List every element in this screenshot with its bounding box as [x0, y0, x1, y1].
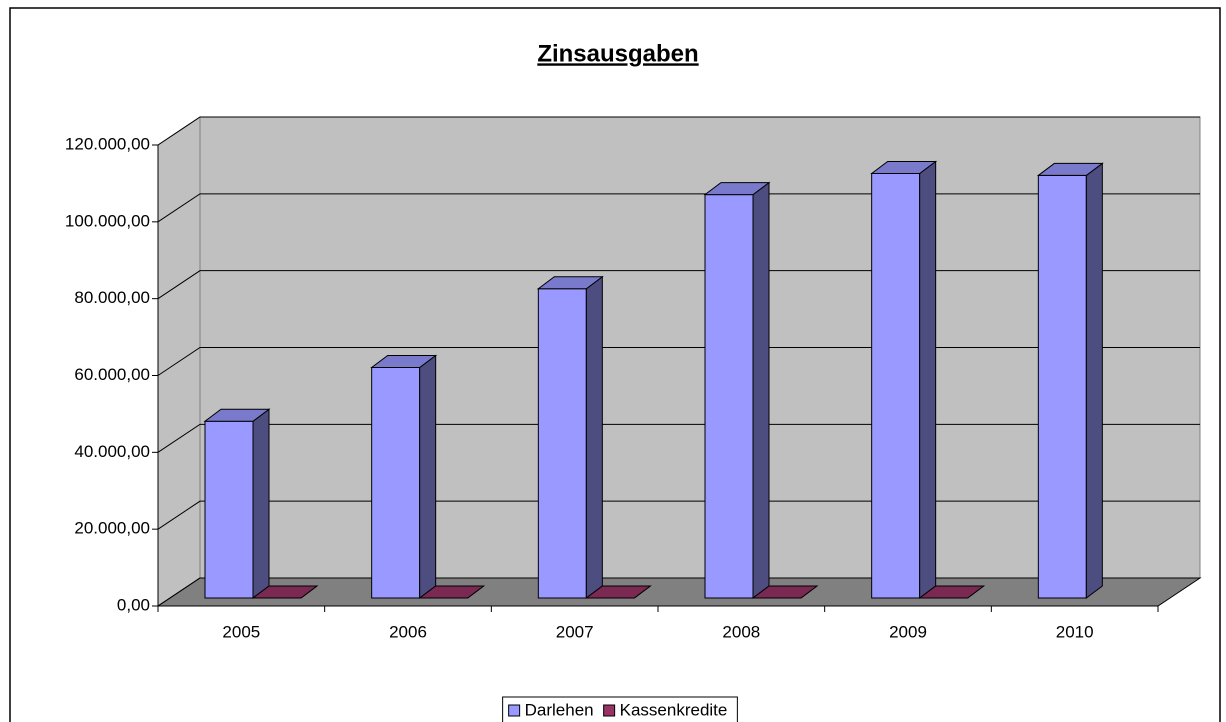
bar-front — [704, 194, 754, 599]
y-tick-label: 20.000,00 — [74, 519, 150, 538]
x-tick-label: 2005 — [222, 622, 260, 641]
bar — [1036, 162, 1104, 599]
bar-top — [536, 276, 604, 290]
chart-title: Zinsausgaben — [537, 40, 698, 67]
x-tick-label: 2007 — [556, 622, 594, 641]
bar — [251, 585, 319, 599]
bar-front — [371, 367, 421, 599]
grid-line — [157, 270, 1200, 300]
bar-side — [919, 160, 937, 599]
x-tick-label: 2008 — [722, 622, 760, 641]
bar-top — [251, 585, 319, 599]
grid-line — [157, 193, 1200, 223]
y-tick-label: 0,00 — [117, 595, 150, 614]
bar-top — [703, 182, 771, 196]
bar-top — [584, 585, 652, 599]
legend-swatch — [603, 704, 616, 717]
bar-front — [871, 172, 921, 599]
bar-top — [203, 408, 271, 422]
grid-line — [157, 500, 1200, 530]
bar — [203, 408, 271, 599]
bar-front — [537, 288, 587, 599]
legend-box — [502, 696, 738, 722]
x-tick-label: 2010 — [1056, 622, 1094, 641]
grid-line — [157, 423, 1200, 453]
bar-front — [1037, 174, 1087, 599]
bar-side — [419, 354, 437, 599]
bar-top — [370, 355, 438, 368]
y-tick-label: 120.000,00 — [65, 134, 150, 153]
bar-top — [1036, 162, 1104, 176]
bar-top — [870, 160, 938, 174]
bar — [536, 275, 604, 599]
y-tick-label: 40.000,00 — [74, 442, 150, 461]
bar — [370, 354, 438, 599]
legend-label: Darlehen — [525, 700, 594, 719]
bar-front — [204, 420, 254, 599]
y-tick-label: 100.000,00 — [65, 211, 150, 230]
bar-side — [585, 275, 603, 599]
bar-top — [418, 585, 486, 599]
bar-side — [752, 181, 770, 599]
x-tick-label: 2009 — [889, 622, 927, 641]
legend-swatch — [508, 704, 521, 717]
bar — [918, 585, 986, 599]
bar — [418, 585, 486, 599]
legend-label: Kassenkredite — [620, 700, 728, 719]
bar — [751, 585, 819, 599]
y-tick-label: 60.000,00 — [74, 365, 150, 384]
bar-side — [1085, 162, 1103, 599]
bar-top — [751, 585, 819, 599]
grid-line — [157, 116, 1200, 146]
grid-line — [157, 577, 1200, 607]
bar — [703, 181, 771, 599]
bar-top — [918, 585, 986, 599]
x-tick-label: 2006 — [389, 622, 427, 641]
y-tick-label: 80.000,00 — [74, 288, 150, 307]
grid-line — [157, 347, 1200, 376]
bar — [870, 160, 938, 599]
bar — [584, 585, 652, 599]
bar-side — [252, 408, 270, 599]
